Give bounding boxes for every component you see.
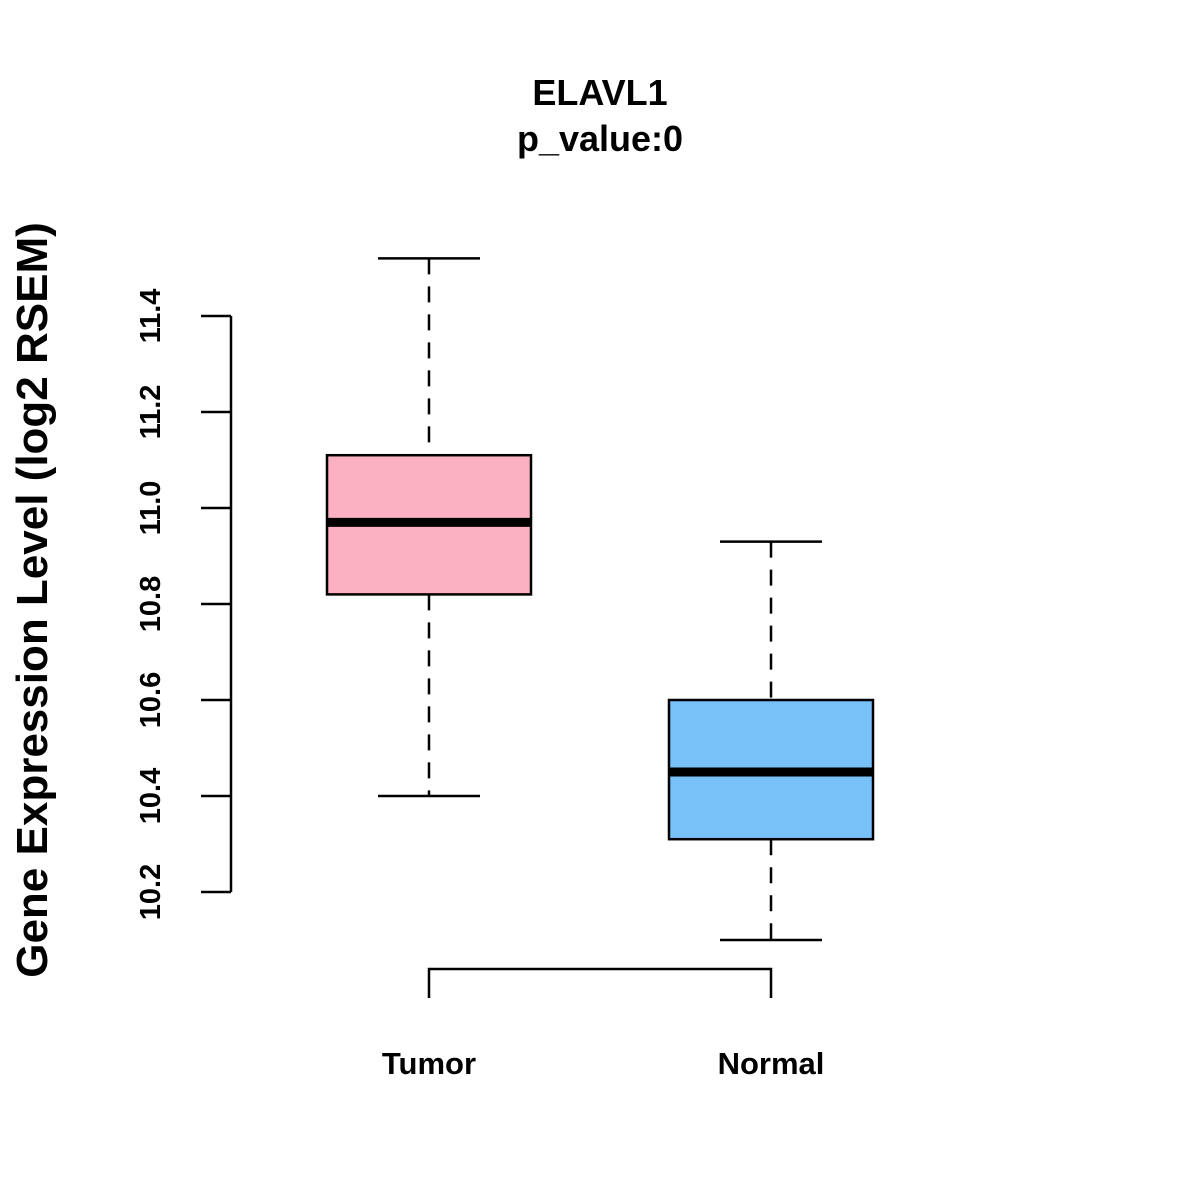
comparison-bracket: [427, 967, 773, 998]
y-tick-label-10.6: 10.6: [135, 672, 167, 728]
box-tumor: [325, 257, 533, 798]
y-axis: 10.2 10.4 10.6 10.8 11.0 11.2 11.4: [135, 289, 233, 920]
y-tick-label-11.2: 11.2: [135, 385, 167, 440]
chart-subtitle: p_value:0: [517, 118, 683, 159]
y-tick-label-10.8: 10.8: [135, 576, 167, 632]
box-normal: [667, 540, 875, 942]
chart-title: ELAVL1: [532, 72, 667, 113]
y-tick-label-11.0: 11.0: [135, 481, 167, 536]
x-label-tumor: Tumor: [382, 1046, 476, 1081]
y-tick-label-10.4: 10.4: [135, 768, 167, 824]
x-label-normal: Normal: [718, 1046, 825, 1081]
box-group: [325, 257, 875, 942]
x-axis-labels: Tumor Normal: [382, 1046, 824, 1081]
y-axis-label: Gene Expression Level (log2 RSEM): [8, 222, 57, 978]
y-tick-label-10.2: 10.2: [135, 864, 167, 920]
y-tick-label-11.4: 11.4: [135, 289, 167, 344]
comparison-bracket-line: [427, 967, 773, 998]
